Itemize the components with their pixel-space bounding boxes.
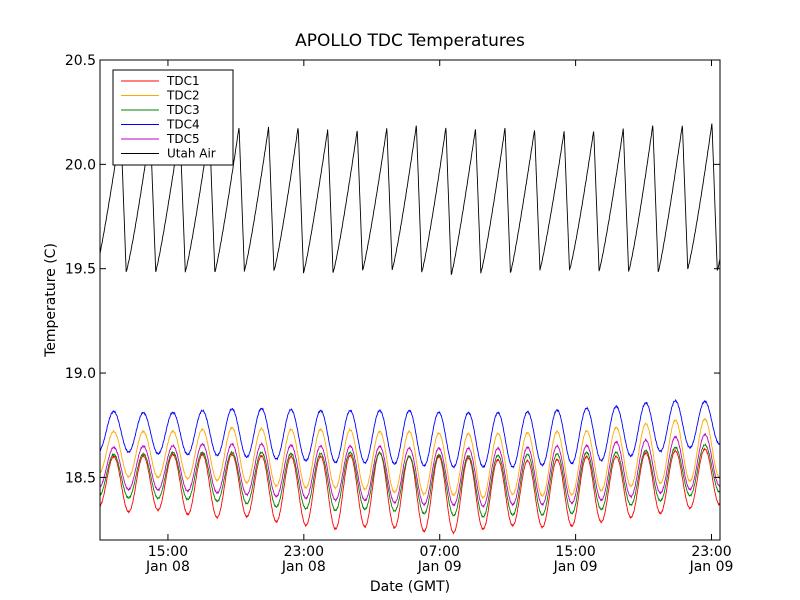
y-tick-label: 20.5 [65,53,96,69]
legend-label: TDC4 [166,118,200,132]
x-tick-label: 23:00 [691,544,731,560]
x-tick-date-label: Jan 08 [145,559,190,575]
y-tick-label: 20.0 [65,157,96,173]
series-line-tdc4 [100,398,720,469]
legend-label: Utah Air [167,147,216,161]
series-line-tdc2 [100,418,720,500]
legend-box [112,69,234,166]
x-tick-label: 15:00 [555,544,595,560]
y-axis-label: Temperature (C) [43,243,59,358]
legend-label: TDC1 [166,74,200,88]
y-tick-label: 18.5 [65,470,96,486]
y-tick-label: 19.0 [65,366,96,382]
plot-frame [99,59,721,541]
x-axis-label: Date (GMT) [370,579,450,595]
series-line-tdc3 [100,443,720,519]
legend-label: TDC3 [166,103,200,117]
series-line-utah-air [100,123,720,276]
legend-label: TDC5 [166,132,200,146]
y-tick-label: 19.5 [65,262,96,278]
x-tick-label: 07:00 [420,544,460,560]
x-tick-date-label: Jan 09 [553,559,598,575]
x-tick-label: 23:00 [284,544,324,560]
x-tick-date-label: Jan 09 [417,559,462,575]
chart-title: APOLLO TDC Temperatures [295,31,525,51]
x-tick-date-label: Jan 08 [281,559,326,575]
legend-label: TDC2 [166,89,200,103]
x-tick-date-label: Jan 09 [689,559,734,575]
series-layer [100,123,720,535]
x-tick-label: 15:00 [148,544,188,560]
series-line-tdc5 [100,432,720,509]
